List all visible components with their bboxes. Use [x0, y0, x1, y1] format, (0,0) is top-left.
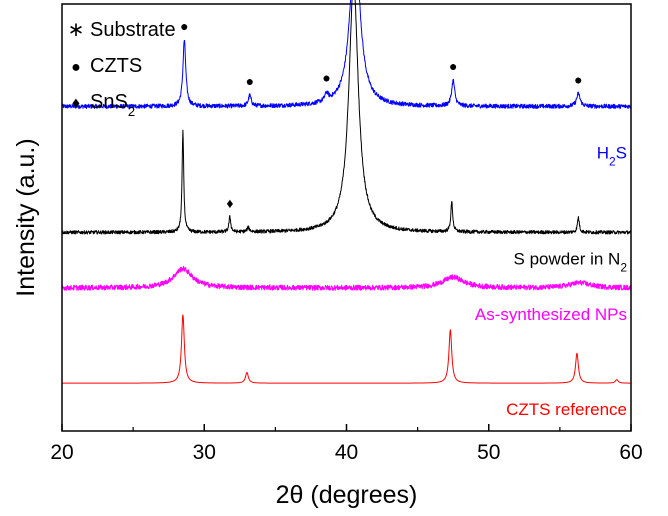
czts-peak-marker: ● [246, 73, 254, 89]
peak-markers: ●●●∗●●♦ [180, 18, 583, 211]
sns2-peak-marker: ♦ [226, 195, 233, 211]
legend-czts-label: CZTS [90, 55, 142, 77]
x-tick-label: 30 [193, 441, 216, 464]
legend: ∗ Substrate ● CZTS ♦ SnS2 [68, 19, 176, 119]
legend-czts-symbol: ● [71, 59, 81, 76]
legend-sns2-symbol: ♦ [72, 95, 80, 112]
czts-peak-marker: ● [322, 70, 330, 86]
series-line-1 [61, 0, 632, 235]
series-line-3 [61, 314, 632, 384]
y-axis-title: Intensity (a.u.) [12, 138, 40, 296]
czts-peak-marker: ● [449, 58, 457, 74]
legend-sns2-label: SnS2 [90, 91, 135, 119]
legend-substrate-label: Substrate [90, 19, 176, 41]
plot-frame [61, 3, 632, 432]
series-label-1: S powder in N2 [514, 249, 628, 274]
plot-area [61, 0, 632, 384]
czts-peak-marker: ● [574, 72, 582, 88]
legend-substrate-symbol: ∗ [68, 19, 85, 41]
series-line-0 [61, 0, 632, 109]
x-tick-label: 50 [477, 441, 500, 464]
x-tick-label: 20 [50, 441, 73, 464]
series-label-2: As-synthesized NPs [475, 305, 627, 324]
x-tick-label: 60 [619, 441, 642, 464]
x-axis-title: 2θ (degrees) [276, 481, 418, 509]
series-labels: H2S S powder in N2 As-synthesized NPs CZTS … [475, 144, 627, 420]
x-axis-ticks: 20 30 40 50 60 [50, 424, 643, 464]
x-tick-label: 40 [335, 441, 358, 464]
series-line-2 [61, 265, 632, 291]
czts-peak-marker: ● [180, 18, 188, 34]
series-label-0: H2S [597, 144, 627, 169]
series-label-3: CZTS reference [506, 400, 627, 419]
